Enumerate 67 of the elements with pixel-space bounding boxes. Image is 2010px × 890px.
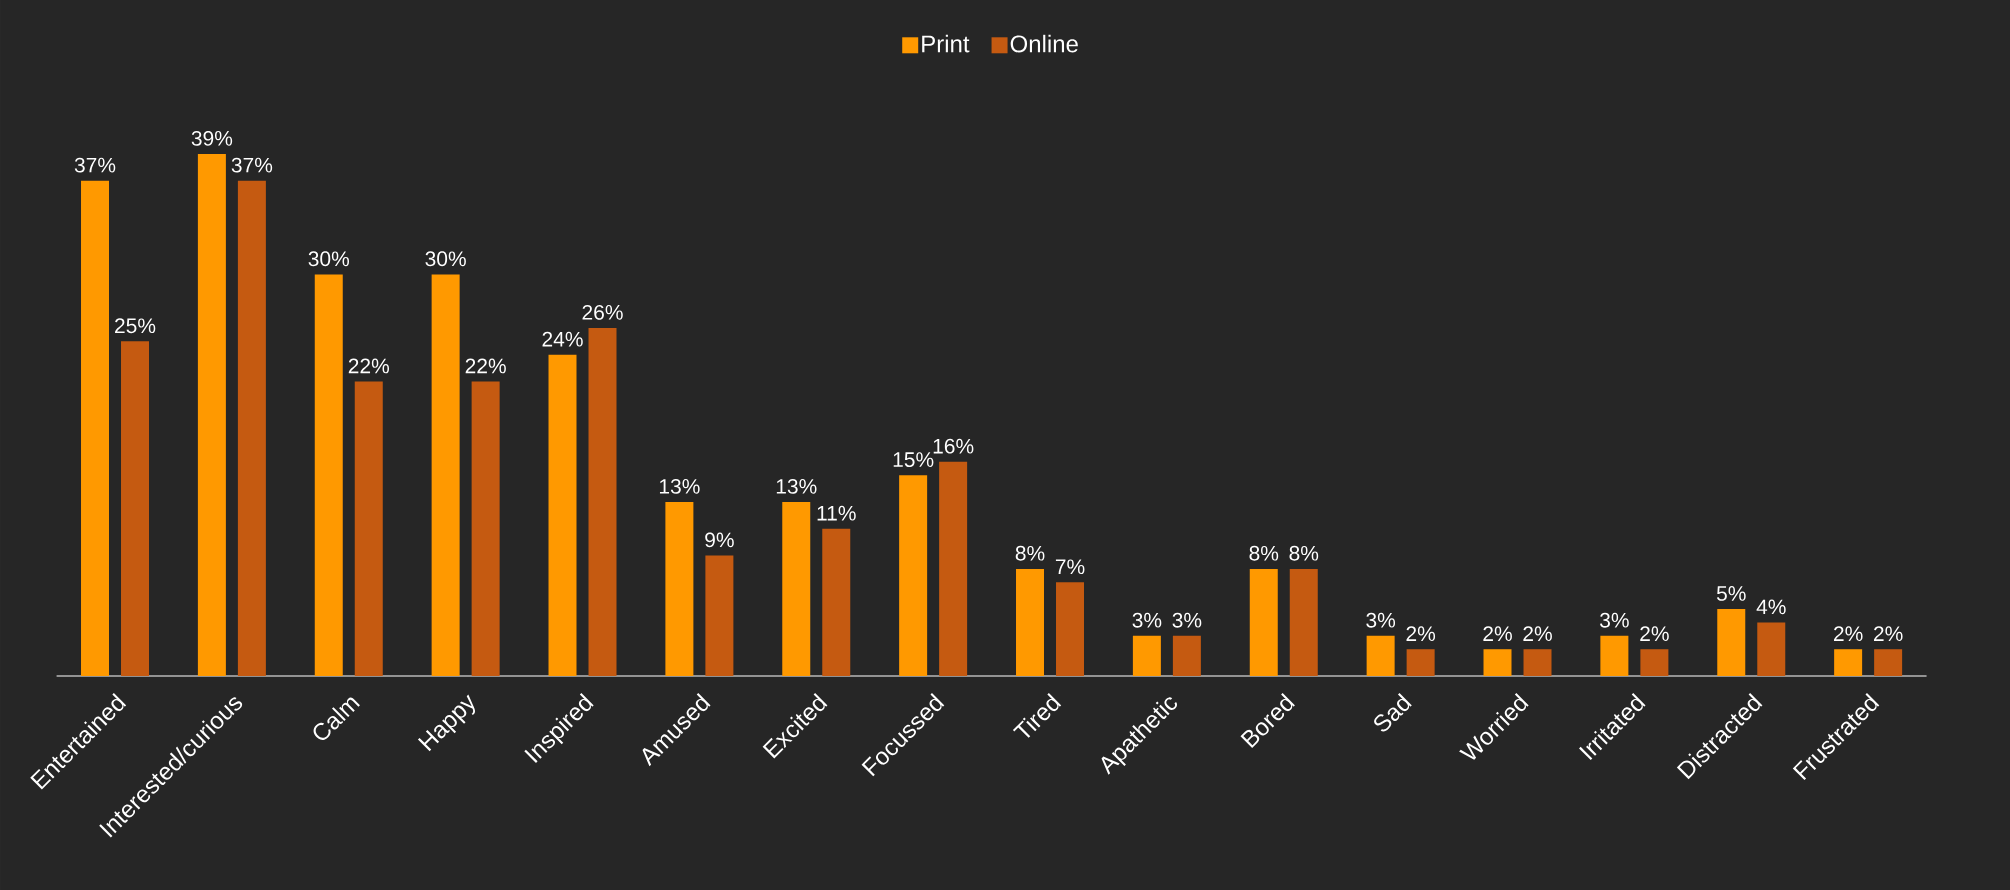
data-label: 3% xyxy=(1600,612,1629,628)
bar xyxy=(1523,649,1552,676)
bar xyxy=(939,461,968,676)
data-label: 2% xyxy=(1406,626,1436,642)
bar xyxy=(1172,635,1201,676)
data-label: 11% xyxy=(817,505,856,521)
bar xyxy=(588,327,617,676)
bar xyxy=(314,274,343,676)
legend-label: Online xyxy=(1010,34,1078,53)
bar xyxy=(1289,568,1318,676)
data-label: 22% xyxy=(465,358,506,374)
data-label: 30% xyxy=(425,251,466,267)
data-label: 30% xyxy=(308,251,350,267)
data-label: 2% xyxy=(1523,626,1552,642)
legend-label: Print xyxy=(922,34,970,53)
bar xyxy=(1834,649,1863,676)
data-label: 3% xyxy=(1366,612,1396,628)
data-label: 13% xyxy=(776,478,817,494)
bar xyxy=(782,501,811,676)
bar xyxy=(1366,635,1395,676)
bar xyxy=(1249,568,1278,676)
data-label: 22% xyxy=(348,358,390,374)
bar xyxy=(354,381,383,676)
bar xyxy=(1640,649,1669,676)
bar xyxy=(1874,649,1903,676)
data-label: 2% xyxy=(1874,626,1903,642)
data-label: 26% xyxy=(582,304,623,320)
data-label: 3% xyxy=(1132,612,1162,628)
data-label: 8% xyxy=(1289,545,1319,561)
data-label: 39% xyxy=(191,130,233,146)
bar xyxy=(81,180,110,676)
data-label: 37% xyxy=(74,157,116,173)
data-label: 8% xyxy=(1249,545,1279,561)
bar xyxy=(1016,568,1045,676)
bar xyxy=(1600,635,1629,676)
data-label: 7% xyxy=(1055,559,1085,575)
bar xyxy=(1056,582,1085,676)
data-label: 15% xyxy=(893,452,934,467)
bar xyxy=(1406,649,1435,676)
data-label: 2% xyxy=(1640,626,1669,642)
data-label: 24% xyxy=(542,331,583,347)
data-label: 5% xyxy=(1716,586,1746,601)
bar xyxy=(431,274,460,676)
data-label: 9% xyxy=(705,532,734,548)
data-label: 37% xyxy=(231,157,273,173)
bar xyxy=(1483,649,1512,676)
x-tick-label: Sad xyxy=(1374,693,1412,732)
bar xyxy=(121,341,150,676)
bar xyxy=(665,501,694,676)
data-label: 16% xyxy=(933,438,974,454)
data-label: 4% xyxy=(1756,599,1786,615)
bar xyxy=(1132,635,1161,676)
data-label: 25% xyxy=(115,318,156,334)
bar xyxy=(237,180,266,676)
data-label: 3% xyxy=(1172,612,1202,628)
bar xyxy=(471,381,500,676)
data-label: 8% xyxy=(1015,545,1045,561)
bar xyxy=(1757,622,1786,676)
data-label: 2% xyxy=(1834,626,1863,642)
data-label: 13% xyxy=(659,478,700,494)
bar xyxy=(899,475,928,676)
bar xyxy=(705,555,734,676)
bar xyxy=(822,528,851,676)
bar xyxy=(197,153,226,676)
bar xyxy=(548,354,577,676)
data-label: 2% xyxy=(1483,626,1512,642)
bar xyxy=(1717,609,1746,676)
